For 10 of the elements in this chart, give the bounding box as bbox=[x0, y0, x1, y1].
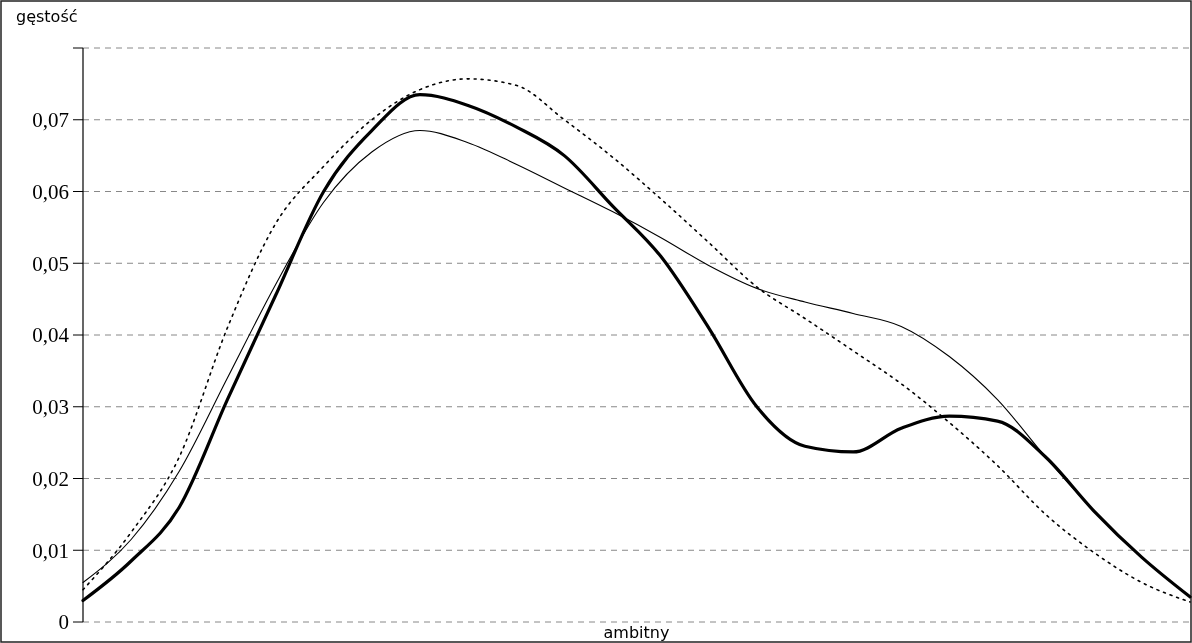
y-tick-label: 0,04 bbox=[32, 323, 70, 348]
y-tick-label: 0,03 bbox=[32, 395, 69, 420]
y-axis-title: gęstość bbox=[16, 7, 78, 26]
y-tick-label: 0,05 bbox=[32, 251, 69, 276]
y-tick-label: 0,07 bbox=[32, 108, 69, 133]
y-tick-label: 0,02 bbox=[32, 466, 69, 491]
y-tick-label: 0,06 bbox=[32, 179, 69, 204]
y-tick-label: 0,01 bbox=[32, 538, 69, 563]
x-axis-title: ambitny bbox=[603, 623, 670, 642]
y-tick-label: 0 bbox=[58, 610, 69, 635]
